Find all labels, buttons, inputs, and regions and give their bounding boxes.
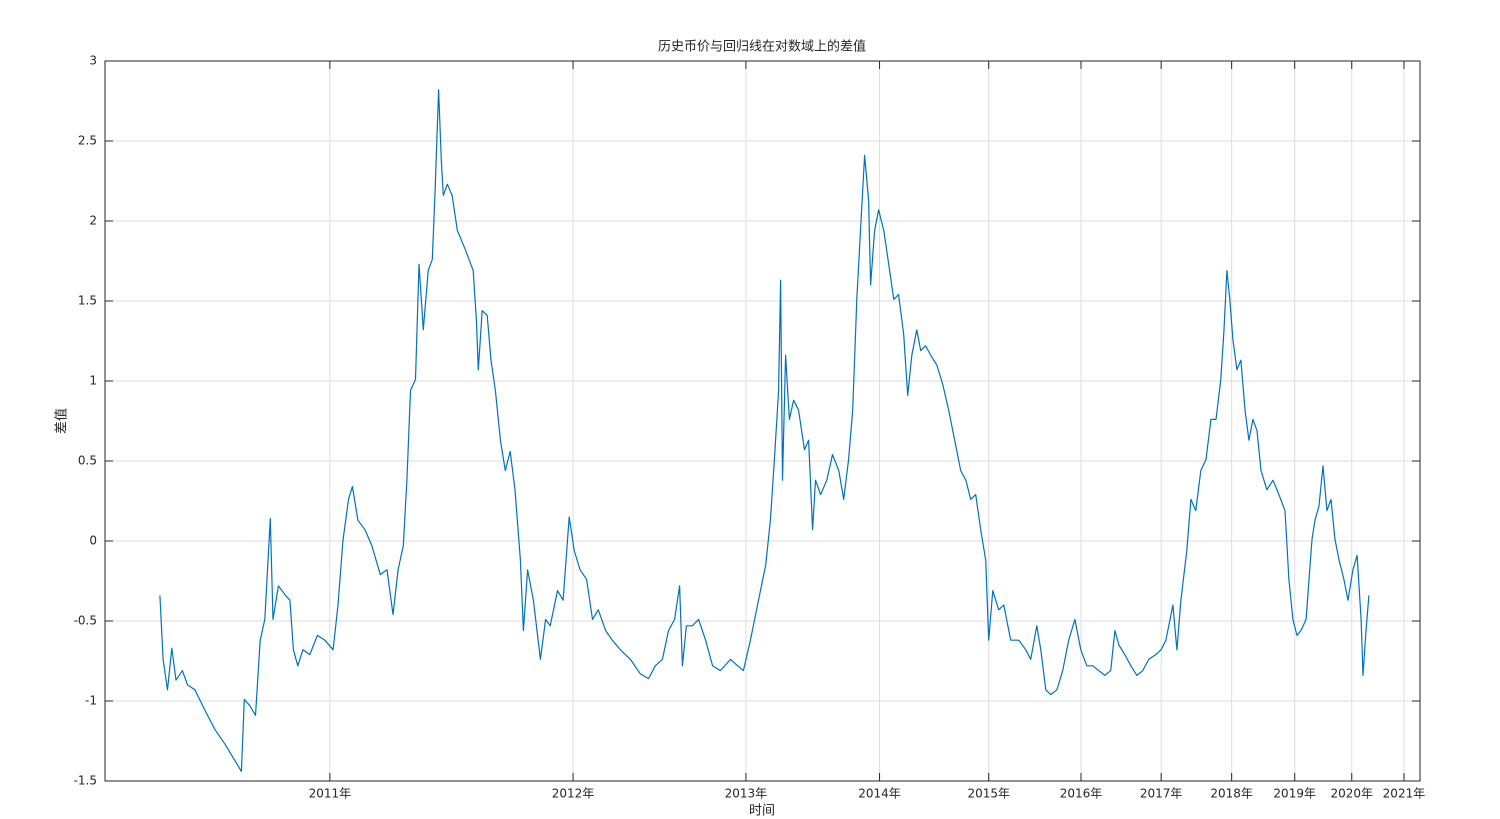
x-tick-label: 2013年 bbox=[725, 787, 768, 801]
x-tick-label: 2016年 bbox=[1060, 787, 1103, 801]
y-tick-label: -1 bbox=[85, 694, 97, 708]
y-tick-label: 1.5 bbox=[78, 294, 97, 308]
plot bbox=[159, 89, 1370, 772]
axes-box bbox=[104, 60, 1421, 782]
y-tick-label: 2.5 bbox=[78, 134, 97, 148]
plot-area bbox=[105, 61, 1420, 781]
x-axis-label: 时间 bbox=[749, 804, 775, 819]
x-tick-label: 2015年 bbox=[967, 787, 1010, 801]
x-tick-label: 2014年 bbox=[858, 787, 901, 801]
y-tick-label: -1.5 bbox=[74, 774, 97, 788]
y-tick-label: 0.5 bbox=[78, 454, 97, 468]
y-tick-label: 0 bbox=[89, 534, 97, 548]
y-tick-label: 1 bbox=[89, 374, 97, 388]
ticks: -1.5 -1 -0.5 0 0.5 1 1.5 2 2.5 3 2011年 2012年 2013年 20… bbox=[74, 54, 1426, 801]
x-tick-label: 2017年 bbox=[1140, 787, 1183, 801]
y-tick-label: 2 bbox=[89, 214, 97, 228]
x-tick-label: 2021年 bbox=[1383, 787, 1426, 801]
x-tick-label: 2019年 bbox=[1273, 787, 1316, 801]
data-line bbox=[159, 89, 1370, 772]
chart-title: 历史币价与回归线在对数域上的差值 bbox=[658, 39, 866, 55]
x-tick-label: 2011年 bbox=[309, 787, 352, 801]
y-axis-label: 差值 bbox=[54, 408, 70, 434]
y-tick-label: 3 bbox=[89, 54, 97, 68]
x-tick-label: 2012年 bbox=[552, 787, 595, 801]
y-tick-label: -0.5 bbox=[74, 614, 97, 628]
x-tick-label: 2018年 bbox=[1210, 787, 1253, 801]
grid bbox=[105, 60, 1420, 782]
x-tick-label: 2020年 bbox=[1330, 787, 1373, 801]
